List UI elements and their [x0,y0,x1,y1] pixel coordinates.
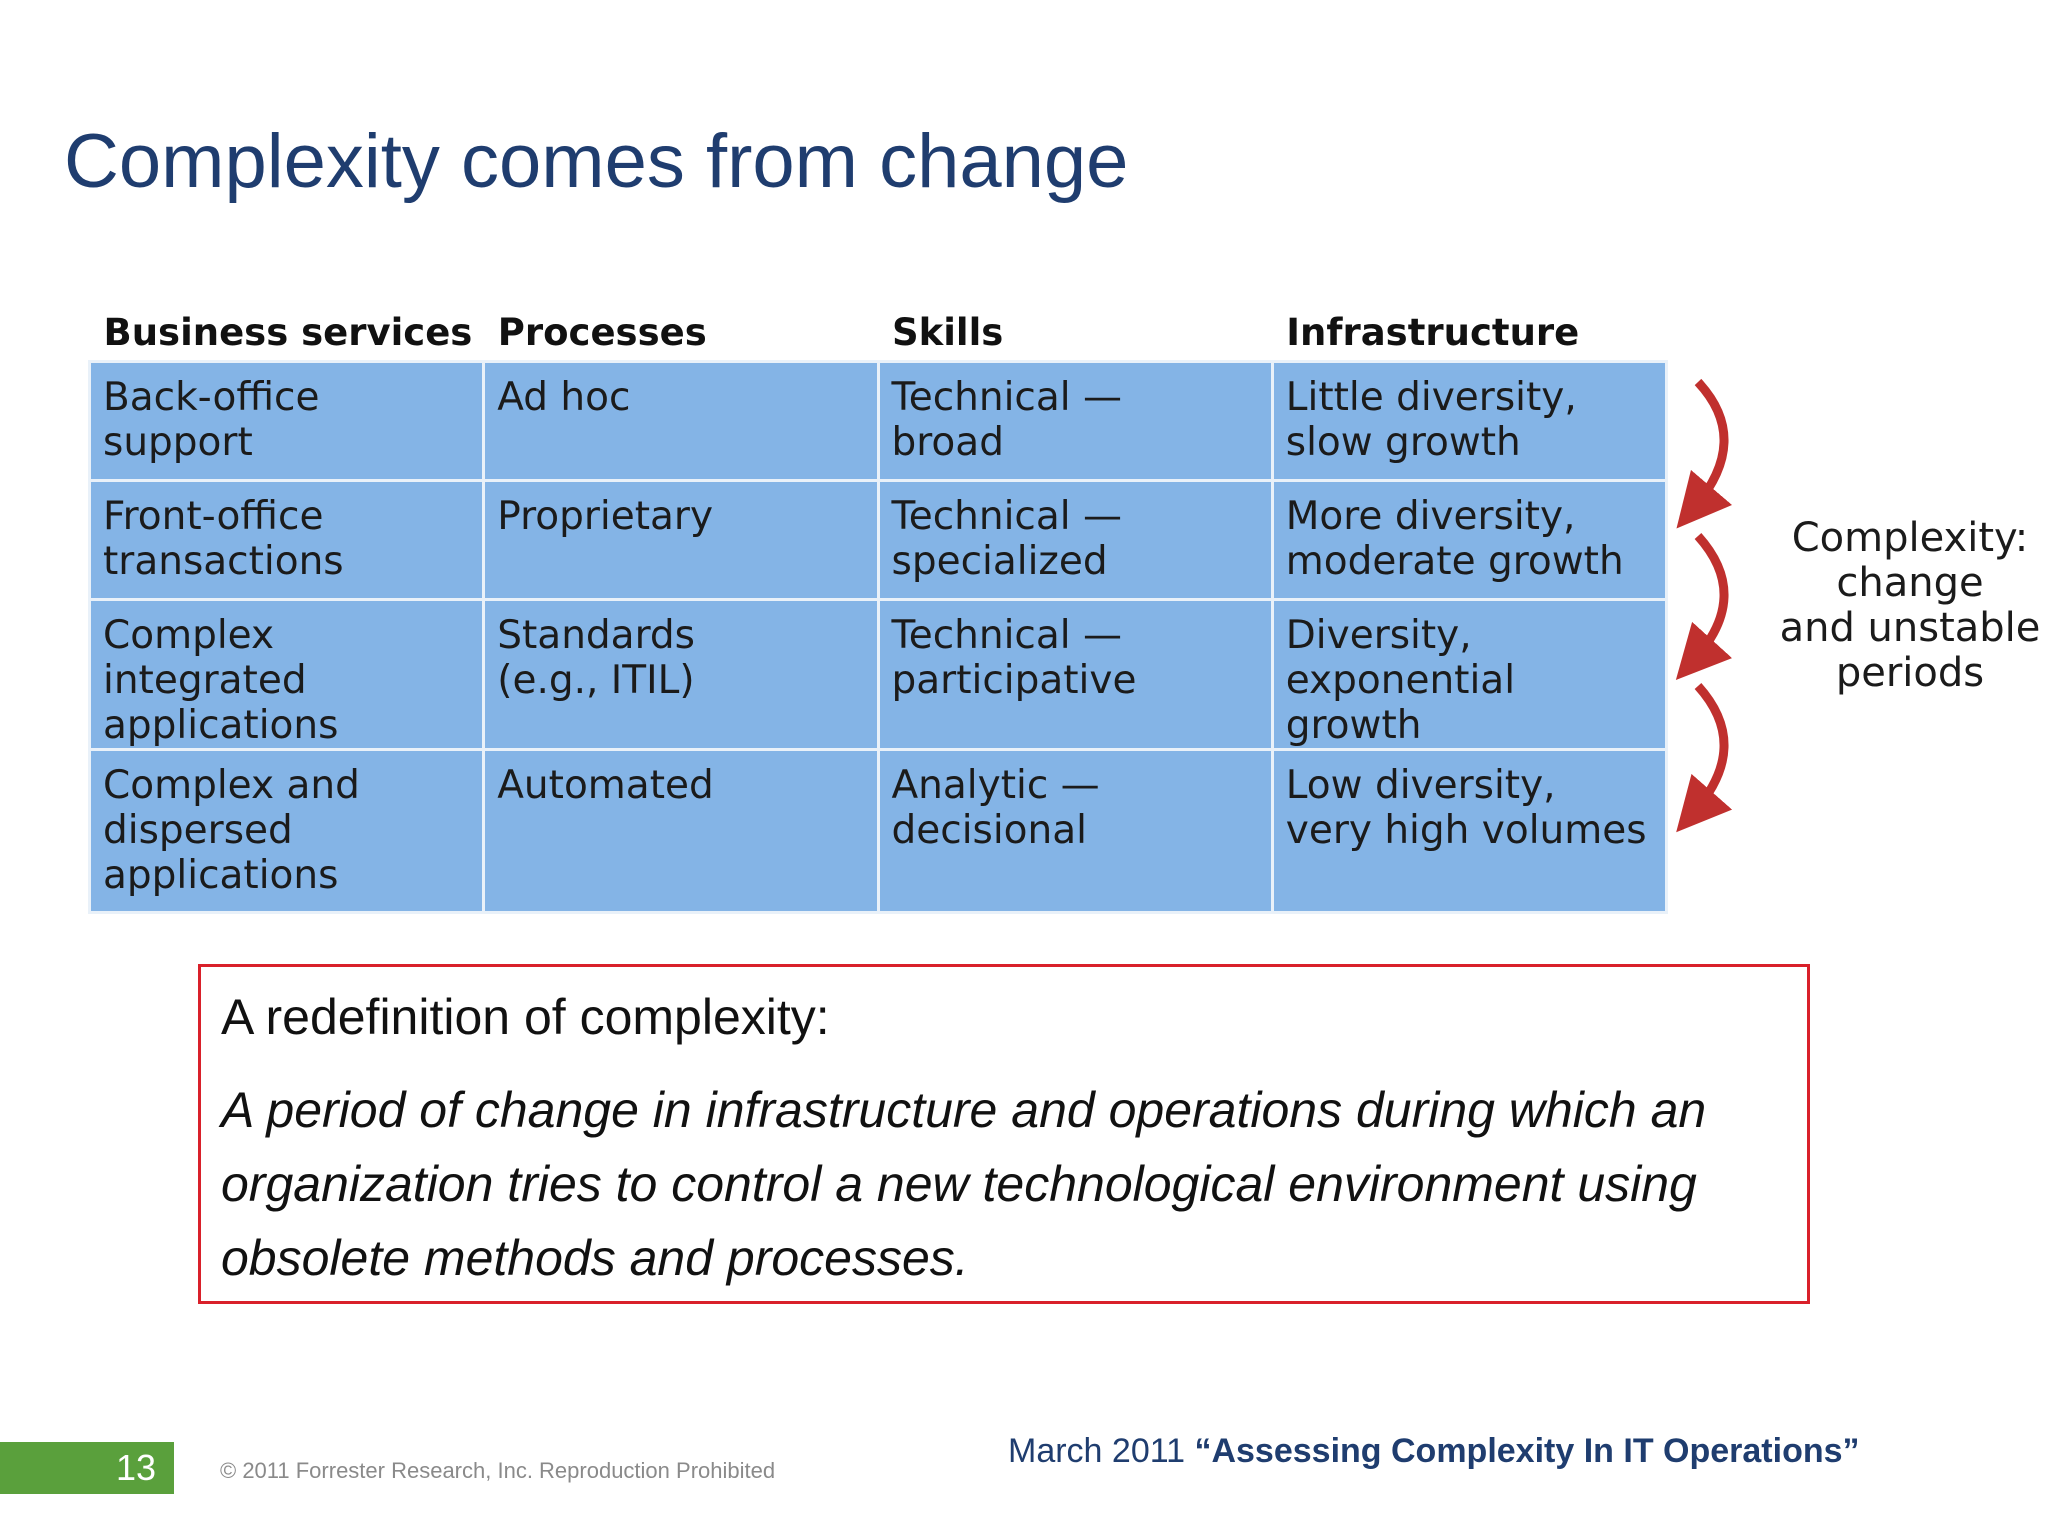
table-row: Back-office support Ad hoc Technical — b… [87,360,1669,482]
transition-arrows [1675,378,1733,833]
citation-date: March 2011 [1008,1432,1195,1470]
copyright-notice: © 2011 Forrester Research, Inc. Reproduc… [220,1458,776,1483]
page-number: 13 [0,1442,174,1494]
definition-box: A redefinition of complexity: A period o… [198,964,1810,1304]
table-row: Complex and dispersed applications Autom… [87,748,1669,914]
table-cell: Technical — broad [876,360,1274,482]
table-cell: Technical — specialized [876,479,1274,601]
header-infrastructure: Infrastructure [1286,311,1580,354]
table-header-row: Business services Processes Skills Infra… [90,300,1667,362]
table-cell: More diversity, moderate growth [1270,479,1669,601]
table-cell: Complex integrated applications [87,598,486,751]
table-cell: Front-office transactions [87,479,486,601]
source-citation: March 2011 “Assessing Complexity In IT O… [1008,1432,1860,1471]
table-cell: Complex and dispersed applications [87,748,486,914]
header-skills: Skills [892,311,1004,354]
slide-title: Complexity comes from change [64,119,1129,204]
table-cell: Technical — participative [876,598,1274,751]
complexity-side-label: Complexity: change and unstable periods [1779,515,2041,696]
table-cell: Ad hoc [482,360,880,482]
definition-heading: A redefinition of complexity: [221,989,830,1045]
table-cell: Diversity, exponential growth [1270,598,1669,751]
table-row: Complex integrated applications Standard… [87,598,1669,751]
complexity-table: Business services Processes Skills Infra… [87,300,1669,914]
table-row: Front-office transactions Proprietary Te… [87,479,1669,601]
citation-title: “Assessing Complexity In IT Operations” [1194,1432,1860,1470]
header-business-services: Business services [103,311,473,354]
table-cell: Automated [482,748,880,914]
table-cell: Standards (e.g., ITIL) [482,598,880,751]
definition-body: A period of change in infrastructure and… [221,1082,1707,1286]
arrow-down-3-icon [1676,682,1733,833]
table-cell: Analytic — decisional [876,748,1274,914]
header-processes: Processes [497,311,707,354]
table-cell: Low diversity, very high volumes [1270,748,1669,914]
table-cell: Proprietary [482,479,880,601]
arrow-down-1-icon [1676,378,1733,529]
table-cell: Little diversity, slow growth [1270,360,1669,482]
arrow-down-2-icon [1675,532,1733,681]
table-cell: Back-office support [87,360,486,482]
